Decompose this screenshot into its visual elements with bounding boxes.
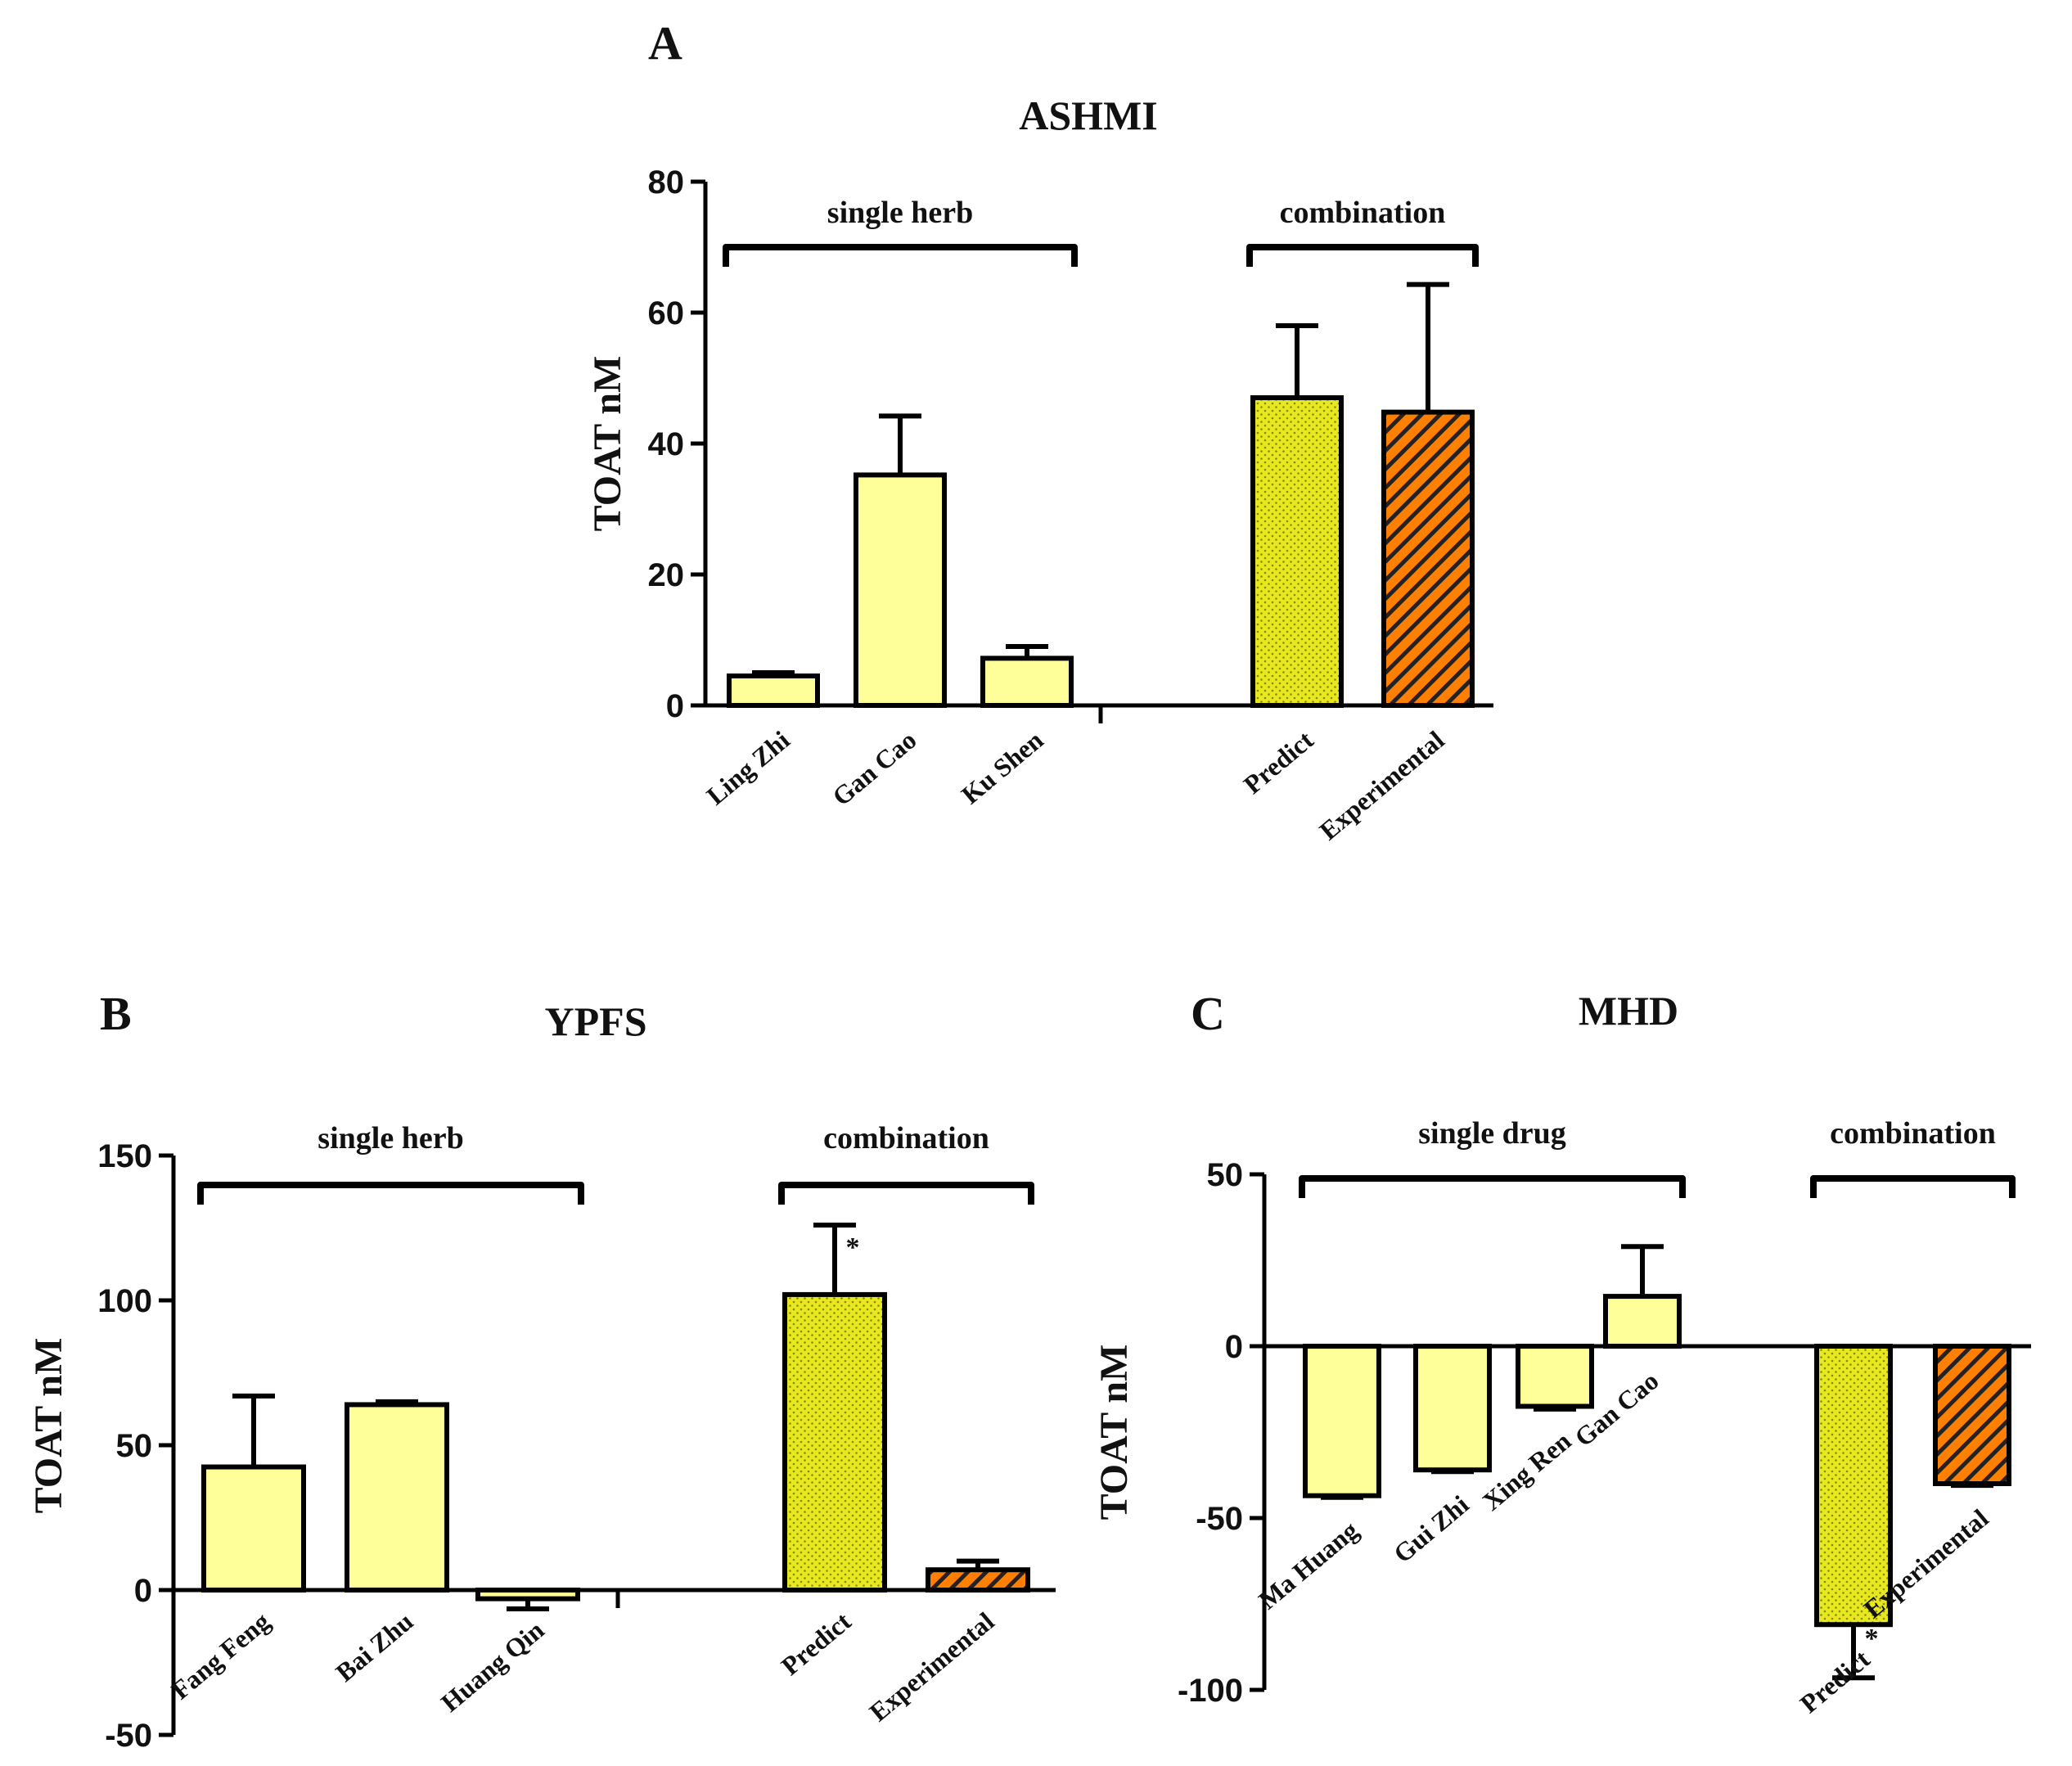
chart-title-ypfs: YPFS xyxy=(545,998,647,1044)
panel-a-y-tick-label: 80 xyxy=(648,164,685,200)
panel-c-category-label-predict: Predict xyxy=(1795,1644,1876,1719)
panel-a-category-label-predict: Predict xyxy=(1238,725,1319,800)
panel-c-y-axis-label: TOAT nM xyxy=(1092,1345,1136,1520)
panel-c-bar-predict xyxy=(1814,1344,1893,1628)
panel-b-category-label-fang-feng: Fang Feng xyxy=(165,1606,275,1705)
panel-b-bar-experimental xyxy=(926,1567,1030,1593)
panel-b-y-tick-label: 100 xyxy=(97,1283,152,1319)
panel-c-category-label-ma-huang: Ma Huang xyxy=(1253,1515,1364,1615)
panel-a: A ASHMI 0 20 40 60 80 TOAT nM Ling Zhi Gan Cao K… xyxy=(586,16,1493,845)
panel-b-bar-fang-feng xyxy=(201,1464,306,1593)
panel-c-bar-gui-zhi xyxy=(1413,1344,1492,1473)
panel-a-group-label-single-herb: single herb xyxy=(827,196,973,230)
panel-b-y-axis-label: TOAT nM xyxy=(27,1338,70,1514)
panel-b-bar-predict xyxy=(782,1291,887,1593)
panel-a-group-bracket-combination xyxy=(1246,244,1479,267)
chart-title-ashmi: ASHMI xyxy=(1019,92,1157,138)
panel-a-y-axis-label: TOAT nM xyxy=(586,356,629,532)
panel-c-bar-predict-significance: * xyxy=(1865,1624,1879,1654)
panel-b-bar-bai-zhu xyxy=(345,1402,449,1593)
panel-a-group-bracket-single-herb xyxy=(723,244,1078,267)
panel-b-bar-predict-significance: * xyxy=(846,1232,860,1263)
panel-b-y-tick-label: 50 xyxy=(116,1428,153,1464)
panel-a-category-label-experimental: Experimental xyxy=(1313,725,1449,846)
panel-letter-c: C xyxy=(1191,987,1225,1040)
panel-a-bar-ling-zhi xyxy=(727,674,820,708)
panel-c-group-label-combination: combination xyxy=(1830,1116,1996,1151)
panel-a-category-label-ku-shen: Ku Shen xyxy=(956,725,1049,810)
panel-b-category-label-predict: Predict xyxy=(776,1606,857,1681)
panel-c-category-label-gui-zhi: Gui Zhi xyxy=(1388,1489,1475,1569)
panel-letter-a: A xyxy=(648,16,682,70)
panel-a-y-tick-label: 20 xyxy=(648,557,685,593)
panel-c-bar-gan-cao xyxy=(1603,1294,1682,1349)
panel-a-category-label-ling-zhi: Ling Zhi xyxy=(700,725,795,811)
panel-letter-b: B xyxy=(100,987,132,1040)
panel-b-group-label-combination: combination xyxy=(823,1121,989,1156)
panel-a-y-tick-label: 0 xyxy=(666,688,684,724)
panel-b-category-label-experimental: Experimental xyxy=(863,1606,999,1728)
panel-a-bar-ku-shen xyxy=(980,655,1074,709)
panel-c-group-bracket-single-drug xyxy=(1299,1175,1686,1198)
panel-c-group-bracket-combination xyxy=(1810,1175,2016,1198)
panel-c-y-tick-label: 0 xyxy=(1225,1329,1243,1365)
panel-b-group-label-single-herb: single herb xyxy=(318,1121,463,1156)
panel-c-y-tick-label: -100 xyxy=(1178,1673,1243,1709)
panel-b-category-label-huang-qin: Huang Qin xyxy=(435,1615,550,1717)
panel-b-y-tick-label: 0 xyxy=(134,1573,152,1609)
panel-c-y-tick-label: -50 xyxy=(1196,1501,1243,1537)
panel-c-bar-experimental xyxy=(1933,1344,2011,1486)
panel-a-category-label-gan-cao: Gan Cao xyxy=(827,725,921,812)
panel-c-y-tick-label: 50 xyxy=(1207,1157,1244,1193)
panel-b-group-bracket-combination xyxy=(778,1182,1034,1205)
panel-b-group-bracket-single-herb xyxy=(197,1182,584,1205)
panel-b-y-tick-label: -50 xyxy=(105,1718,152,1754)
panel-b: B YPFS -50 0 50 100 150 TOAT nM * Fang Feng Bai … xyxy=(27,987,1056,1754)
panel-c-bar-ma-huang xyxy=(1303,1344,1381,1498)
panel-c-group-label-single-drug: single drug xyxy=(1418,1116,1566,1151)
chart-title-mhd: MHD xyxy=(1579,988,1678,1034)
panel-b-category-label-bai-zhu: Bai Zhu xyxy=(330,1606,418,1687)
panel-a-y-tick-label: 40 xyxy=(648,426,685,462)
panel-a-group-label-combination: combination xyxy=(1280,196,1446,230)
panel-b-y-tick-label: 150 xyxy=(97,1138,152,1174)
panel-a-bar-predict xyxy=(1250,395,1344,708)
panel-a-bar-gan-cao xyxy=(854,472,947,709)
panel-a-y-tick-label: 60 xyxy=(648,295,685,331)
panel-c-bar-xing-ren xyxy=(1516,1344,1594,1409)
panel-a-bar-experimental xyxy=(1381,409,1475,708)
